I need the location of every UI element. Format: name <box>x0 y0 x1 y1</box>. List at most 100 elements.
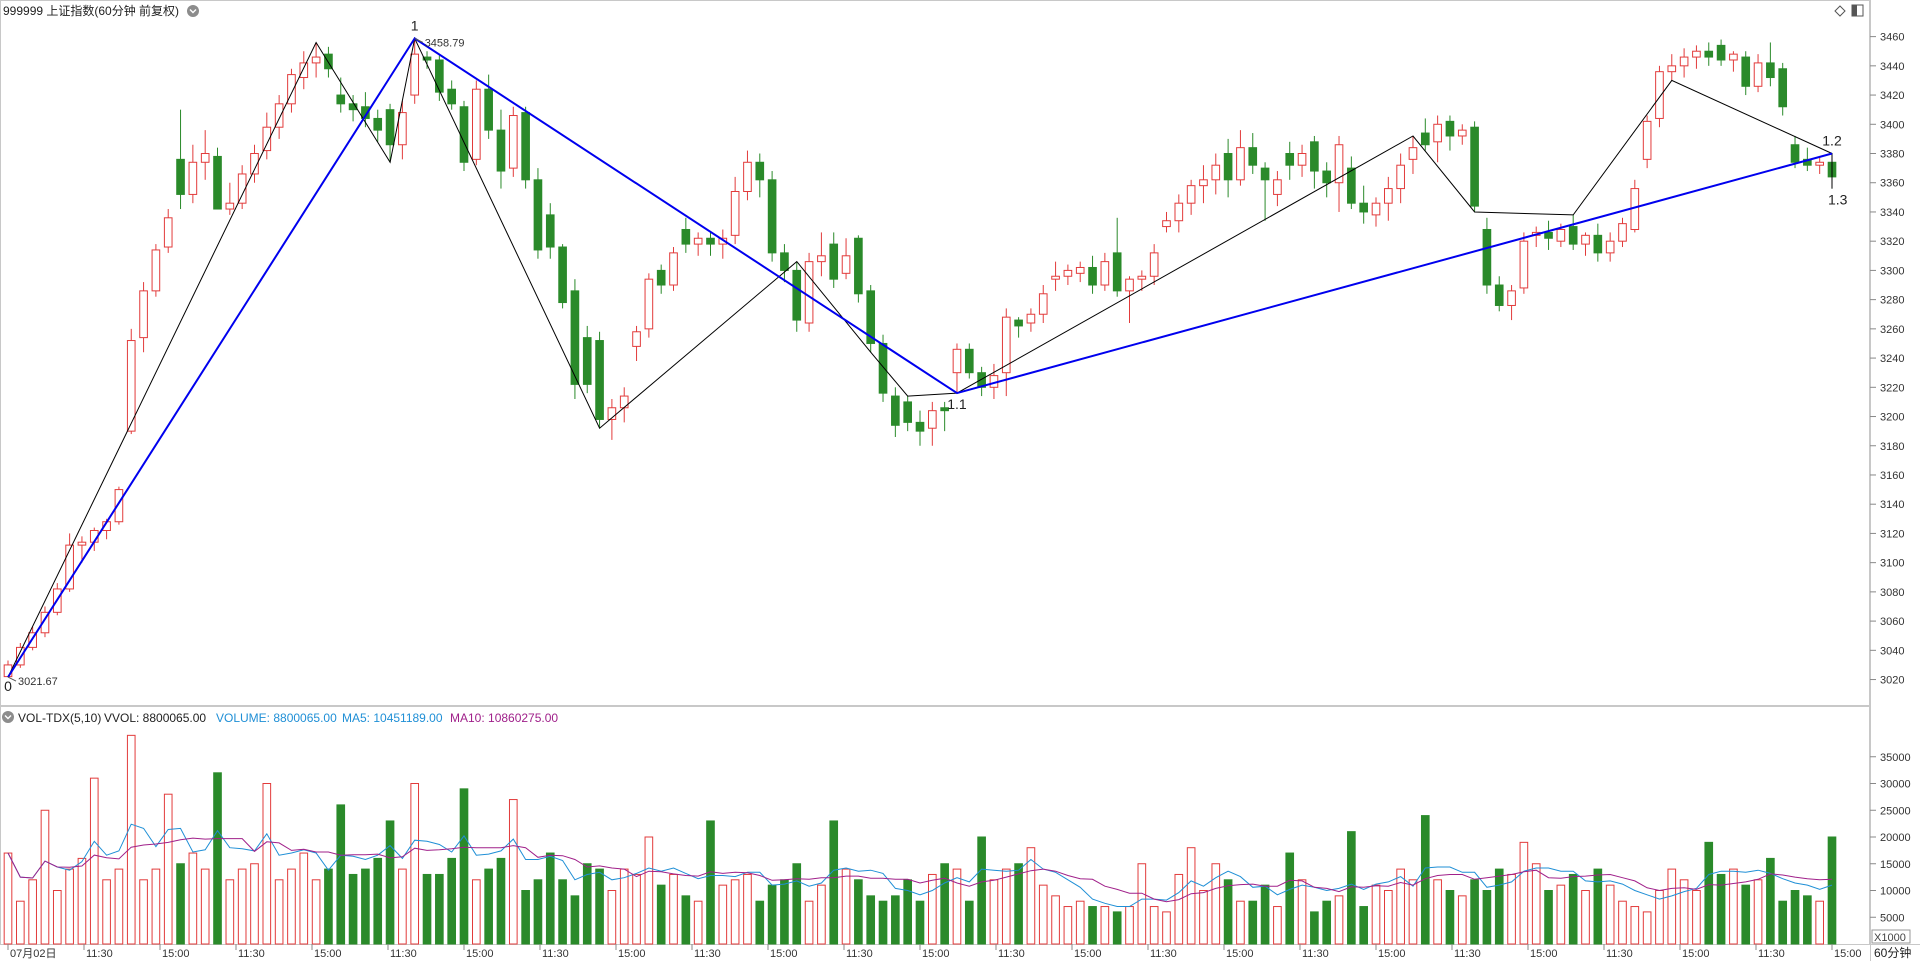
ma5-label: MA5: 10451189.00 <box>342 711 443 725</box>
ma10-label: MA10: 10860275.00 <box>450 711 558 725</box>
chevron-down-icon[interactable] <box>187 5 199 17</box>
wave-label: 0 <box>4 678 12 694</box>
volume-unit-label: X1000 <box>1874 932 1906 944</box>
candle <box>1778 62 1788 116</box>
volume-bar <box>780 879 789 945</box>
time-tick-label: 15:00 <box>1226 948 1254 960</box>
volume-bar <box>1396 868 1405 945</box>
candle <box>1716 39 1726 66</box>
candle <box>1408 135 1418 174</box>
candle <box>299 51 309 90</box>
candle <box>1445 115 1455 151</box>
candle <box>274 95 284 139</box>
volume-bar <box>1790 890 1800 945</box>
volume-bar <box>1667 868 1677 945</box>
volume-bar <box>755 900 765 945</box>
candle <box>755 153 765 198</box>
candle <box>373 109 383 142</box>
candle <box>176 109 185 210</box>
price-panel-frame <box>0 0 1870 706</box>
volume-bar <box>632 873 641 945</box>
time-tick-label: 15:00 <box>618 948 646 960</box>
volume-bar <box>1470 879 1479 945</box>
candle <box>1297 144 1307 177</box>
volume-tick-label: 10000 <box>1880 886 1911 898</box>
candle <box>1347 156 1356 210</box>
candle <box>213 147 222 210</box>
candle <box>1063 264 1073 286</box>
candle <box>1544 220 1553 250</box>
volume-bar <box>681 895 691 945</box>
candle <box>558 244 567 309</box>
price-tick-label: 3440 <box>1880 61 1904 73</box>
time-tick-label: 11:30 <box>238 948 265 960</box>
candle <box>767 171 777 262</box>
wave-label: 1.3 <box>1828 192 1848 208</box>
volume-bar <box>188 852 198 945</box>
volume-bar <box>348 873 358 945</box>
candle <box>632 325 641 361</box>
candle <box>1593 223 1603 262</box>
time-tick-label: 15:00 <box>1834 948 1862 960</box>
volume-bar <box>1260 884 1270 945</box>
price-tick-label: 3280 <box>1880 295 1904 307</box>
volume-bar <box>1038 884 1048 945</box>
candle <box>40 606 50 638</box>
volume-indicator-label: VOL-TDX(5,10) <box>18 711 101 725</box>
price-tick-label: 3340 <box>1880 207 1904 219</box>
price-annotation: 3458.79 <box>425 37 465 49</box>
volume-bar <box>1593 868 1603 945</box>
volume-bar <box>1088 906 1097 945</box>
volume-bar <box>1186 847 1196 945</box>
candle <box>250 144 259 183</box>
volume-bar <box>16 900 25 945</box>
candle <box>1001 308 1011 397</box>
candle <box>706 232 715 256</box>
volume-bar <box>1704 841 1714 945</box>
candle <box>348 95 358 122</box>
price-tick-label: 3200 <box>1880 412 1904 424</box>
candle <box>1667 54 1677 81</box>
candle <box>1014 317 1023 338</box>
candle <box>607 398 617 440</box>
volume-bar <box>311 879 321 945</box>
major-wave-line <box>7 37 1833 678</box>
candle <box>1359 185 1368 224</box>
candle <box>1655 65 1664 128</box>
volume-bar <box>1310 911 1319 945</box>
candle <box>114 486 124 525</box>
time-tick-label: 11:30 <box>1606 948 1633 960</box>
candle <box>743 150 752 201</box>
diamond-icon[interactable] <box>1834 5 1846 17</box>
volume-bar <box>398 868 407 945</box>
candle <box>829 232 839 288</box>
volume-bar <box>1026 847 1036 945</box>
candle <box>718 229 728 259</box>
candle <box>1679 48 1689 78</box>
price-tick-label: 3040 <box>1880 645 1904 657</box>
volume-bar <box>1334 895 1344 945</box>
panel-toggle-icon[interactable] <box>1851 4 1864 17</box>
candle <box>669 247 678 291</box>
price-tick-label: 3240 <box>1880 353 1904 365</box>
time-tick-label: 15:00 <box>1074 948 1102 960</box>
candle <box>1322 162 1332 198</box>
volume-tick-label: 30000 <box>1880 779 1911 791</box>
volume-bar <box>213 772 222 945</box>
candle <box>1162 211 1171 233</box>
candle <box>1568 214 1578 250</box>
candle <box>1433 115 1442 163</box>
volume-bar <box>508 799 518 945</box>
candle <box>1692 45 1701 69</box>
candle <box>163 209 173 253</box>
candle <box>410 38 420 104</box>
volume-bar <box>1556 884 1566 945</box>
volume-menu-icon[interactable] <box>2 711 14 723</box>
volume-bar <box>410 783 420 945</box>
volume-bar <box>619 868 629 945</box>
volume-bar <box>1297 879 1307 945</box>
candle <box>656 264 666 294</box>
volume-bar <box>989 879 999 945</box>
price-tick-label: 3360 <box>1880 178 1904 190</box>
